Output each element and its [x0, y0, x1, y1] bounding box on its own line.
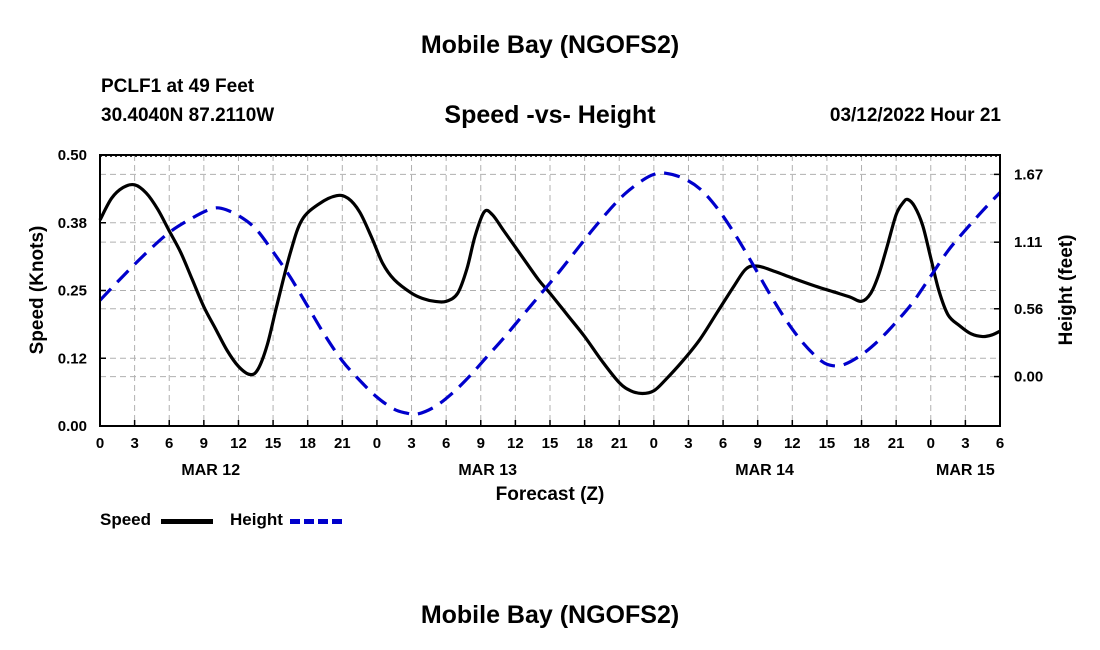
speed-series-line [98, 182, 1001, 396]
legend-speed-label: Speed [100, 510, 152, 529]
forecast-datetime: 03/12/2022 Hour 21 [829, 105, 1001, 126]
date-label: MAR 14 [735, 462, 794, 479]
legend-height-label: Height [230, 510, 283, 529]
x-tick-label: 15 [265, 435, 282, 452]
x-tick-label: 12 [507, 435, 524, 452]
x-tick-label: 6 [442, 435, 450, 452]
grid-lines [100, 155, 1000, 426]
x-tick-label: 9 [477, 435, 485, 452]
page-title: Mobile Bay (NGOFS2) [420, 31, 680, 59]
chart-title: Speed -vs- Height [444, 101, 656, 129]
legend-height-swatch [290, 519, 342, 524]
y-left-tick-label: 0.25 [58, 283, 87, 300]
x-tick-label: 6 [719, 435, 727, 452]
x-tick-label: 18 [576, 435, 593, 452]
y-right-tick-label: 0.00 [1014, 369, 1043, 386]
y-right-tick-label: 0.56 [1014, 301, 1043, 318]
date-label: MAR 13 [458, 462, 517, 479]
x-tick-label: 0 [373, 435, 381, 452]
y-left-tick-label: 0.38 [58, 215, 87, 232]
x-tick-label: 6 [165, 435, 173, 452]
date-label: MAR 15 [936, 462, 995, 479]
x-tick-label: 21 [611, 435, 628, 452]
height-series-line [98, 171, 1002, 417]
date-label: MAR 12 [181, 462, 240, 479]
x-tick-label: 0 [650, 435, 658, 452]
y-left-tick-label: 0.50 [58, 147, 87, 164]
x-tick-label: 18 [299, 435, 316, 452]
x-tick-label: 21 [888, 435, 905, 452]
y-axis-right-label: Height (feet) [1056, 235, 1077, 346]
series-layer [98, 171, 1002, 417]
y-axis-left-label: Speed (Knots) [27, 226, 48, 355]
y-left-tick-label: 0.12 [58, 350, 87, 367]
x-tick-label: 3 [407, 435, 415, 452]
x-tick-label: 9 [200, 435, 208, 452]
y-right-tick-label: 1.11 [1014, 234, 1042, 251]
x-tick-label: 3 [130, 435, 138, 452]
x-axis-label: Forecast (Z) [496, 484, 605, 505]
bottom-title: Mobile Bay (NGOFS2) [420, 601, 680, 629]
x-tick-label: 15 [542, 435, 559, 452]
station-label: PCLF1 at 49 Feet [101, 76, 255, 97]
x-tick-label: 18 [853, 435, 870, 452]
x-tick-label: 15 [819, 435, 836, 452]
axis-ticks: 0 3 6 9 12 15 18 21 0 3 6 9 12 15 18 21 0 3 6 9 12 15 18 21 0 3 6M… [58, 147, 1043, 479]
x-tick-label: 3 [961, 435, 969, 452]
x-tick-label: 3 [684, 435, 692, 452]
x-tick-label: 12 [784, 435, 801, 452]
x-tick-label: 0 [927, 435, 935, 452]
x-tick-label: 9 [754, 435, 762, 452]
legend-speed-swatch [161, 519, 213, 524]
y-left-tick-label: 0.00 [58, 418, 87, 435]
x-tick-label: 0 [96, 435, 104, 452]
x-tick-label: 21 [334, 435, 351, 452]
y-right-tick-label: 1.67 [1014, 166, 1043, 183]
x-tick-label: 12 [230, 435, 247, 452]
coordinates-label: 30.4040N 87.2110W [101, 105, 275, 126]
x-tick-label: 6 [996, 435, 1004, 452]
